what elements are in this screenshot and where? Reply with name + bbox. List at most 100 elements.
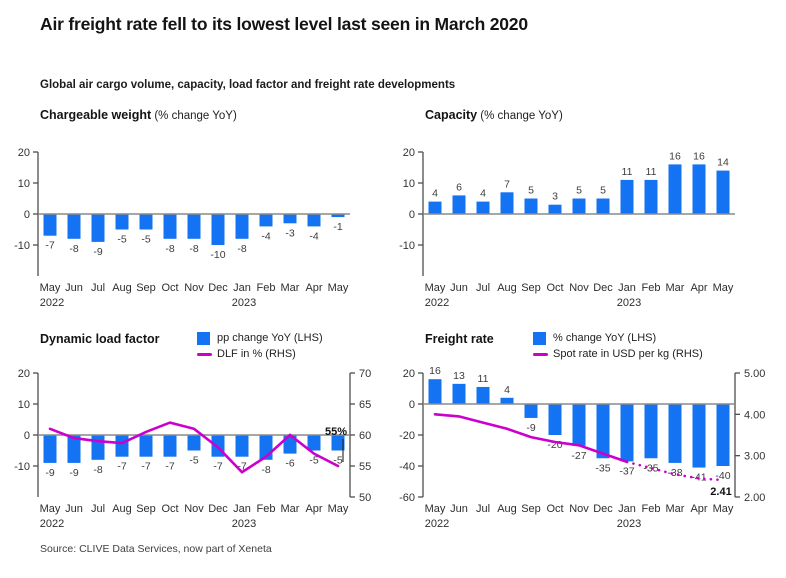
svg-text:5: 5	[528, 185, 534, 197]
svg-text:4: 4	[432, 188, 438, 200]
svg-text:Feb: Feb	[257, 282, 276, 294]
bar-swatch-icon	[533, 331, 546, 345]
chart-title-bold: Dynamic load factor	[40, 332, 160, 346]
svg-text:Dec: Dec	[208, 503, 228, 515]
svg-text:5: 5	[576, 185, 582, 197]
svg-text:May: May	[40, 503, 61, 515]
svg-text:5.00: 5.00	[744, 368, 765, 380]
svg-text:20: 20	[18, 147, 30, 159]
svg-text:2022: 2022	[425, 297, 449, 309]
svg-text:Jan: Jan	[618, 503, 636, 515]
source-note: Source: CLIVE Data Services, now part of…	[40, 543, 272, 555]
svg-text:-6: -6	[285, 458, 294, 470]
svg-text:Jan: Jan	[233, 503, 251, 515]
svg-text:Jul: Jul	[476, 503, 490, 515]
svg-text:May: May	[328, 282, 349, 294]
svg-text:Oct: Oct	[546, 503, 563, 515]
svg-text:-7: -7	[117, 461, 126, 473]
svg-text:2022: 2022	[40, 518, 64, 530]
svg-text:-8: -8	[237, 243, 246, 255]
svg-text:0: 0	[409, 399, 415, 411]
legend-label: pp change YoY (LHS)	[217, 332, 323, 344]
svg-text:Dec: Dec	[208, 282, 228, 294]
legend-label: DLF in % (RHS)	[217, 348, 296, 360]
svg-text:7: 7	[504, 178, 510, 190]
svg-text:55: 55	[359, 461, 371, 473]
svg-text:Mar: Mar	[666, 282, 685, 294]
svg-text:-5: -5	[333, 455, 342, 467]
svg-text:Apr: Apr	[690, 282, 707, 294]
svg-text:2.41: 2.41	[710, 486, 731, 498]
line-swatch-icon	[197, 352, 212, 356]
svg-text:-7: -7	[45, 240, 54, 252]
svg-text:0: 0	[409, 209, 415, 221]
svg-text:Aug: Aug	[497, 503, 517, 515]
svg-text:Feb: Feb	[642, 503, 661, 515]
svg-text:-8: -8	[189, 243, 198, 255]
svg-text:-9: -9	[93, 246, 102, 258]
svg-text:-3: -3	[285, 227, 294, 239]
svg-text:Oct: Oct	[546, 282, 563, 294]
svg-text:2023: 2023	[617, 518, 641, 530]
svg-text:Aug: Aug	[112, 503, 132, 515]
svg-text:2.00: 2.00	[744, 492, 765, 504]
legend-item-line: DLF in % (RHS)	[197, 346, 323, 362]
svg-text:3.00: 3.00	[744, 451, 765, 463]
svg-text:-60: -60	[399, 492, 415, 504]
svg-text:Apr: Apr	[305, 503, 322, 515]
chart-title-freight-rate: Freight rate	[425, 332, 494, 346]
svg-text:-7: -7	[213, 461, 222, 473]
svg-text:-10: -10	[210, 249, 225, 261]
legend-dynamic-load-factor: pp change YoY (LHS) DLF in % (RHS)	[197, 330, 323, 362]
svg-text:-10: -10	[399, 240, 415, 252]
chart-title-bold: Chargeable weight	[40, 108, 152, 122]
svg-text:Aug: Aug	[497, 282, 517, 294]
svg-text:50: 50	[359, 492, 371, 504]
chart-title-capacity: Capacity (% change YoY)	[425, 108, 563, 122]
chart-title-chargeable-weight: Chargeable weight (% change YoY)	[40, 108, 237, 122]
svg-text:-9: -9	[69, 467, 78, 479]
svg-text:20: 20	[403, 147, 415, 159]
svg-text:Jul: Jul	[91, 282, 105, 294]
svg-text:Jul: Jul	[91, 503, 105, 515]
chart-title-bold: Capacity	[425, 108, 478, 122]
svg-text:0: 0	[24, 209, 30, 221]
svg-text:Mar: Mar	[281, 282, 300, 294]
svg-text:-27: -27	[571, 450, 586, 462]
svg-text:10: 10	[18, 178, 30, 190]
svg-text:May: May	[713, 282, 734, 294]
svg-text:Sep: Sep	[521, 503, 541, 515]
svg-text:-4: -4	[309, 230, 318, 242]
svg-text:-38: -38	[667, 467, 682, 479]
svg-text:13: 13	[453, 370, 465, 382]
svg-text:6: 6	[456, 181, 462, 193]
svg-text:-20: -20	[399, 430, 415, 442]
svg-text:Jul: Jul	[476, 282, 490, 294]
svg-text:Dec: Dec	[593, 503, 613, 515]
svg-text:May: May	[713, 503, 734, 515]
capacity-chart: 20 10 0 -10 4 6 4 7 5 3 5 5 11 11 16 16 14 May Jun Jul Aug Se…	[399, 147, 735, 309]
svg-text:-1: -1	[333, 221, 342, 233]
svg-text:55%: 55%	[325, 426, 347, 438]
svg-text:-37: -37	[619, 465, 634, 477]
chart-title-suffix: (% change YoY)	[151, 110, 237, 122]
bar-swatch-icon	[197, 331, 210, 345]
svg-text:Feb: Feb	[257, 503, 276, 515]
svg-text:10: 10	[403, 178, 415, 190]
legend-label: Spot rate in USD per kg (RHS)	[553, 348, 703, 360]
svg-text:-35: -35	[595, 462, 610, 474]
svg-text:-5: -5	[117, 234, 126, 246]
svg-text:May: May	[40, 282, 61, 294]
svg-text:-8: -8	[93, 464, 102, 476]
chart-title-suffix: (% change YoY)	[477, 110, 563, 122]
svg-text:20: 20	[403, 368, 415, 380]
svg-text:Oct: Oct	[161, 503, 178, 515]
svg-text:14: 14	[717, 157, 729, 169]
svg-text:Jan: Jan	[233, 282, 251, 294]
svg-text:Sep: Sep	[521, 282, 541, 294]
svg-text:2023: 2023	[232, 518, 256, 530]
svg-text:May: May	[425, 282, 446, 294]
svg-text:Jun: Jun	[65, 282, 83, 294]
